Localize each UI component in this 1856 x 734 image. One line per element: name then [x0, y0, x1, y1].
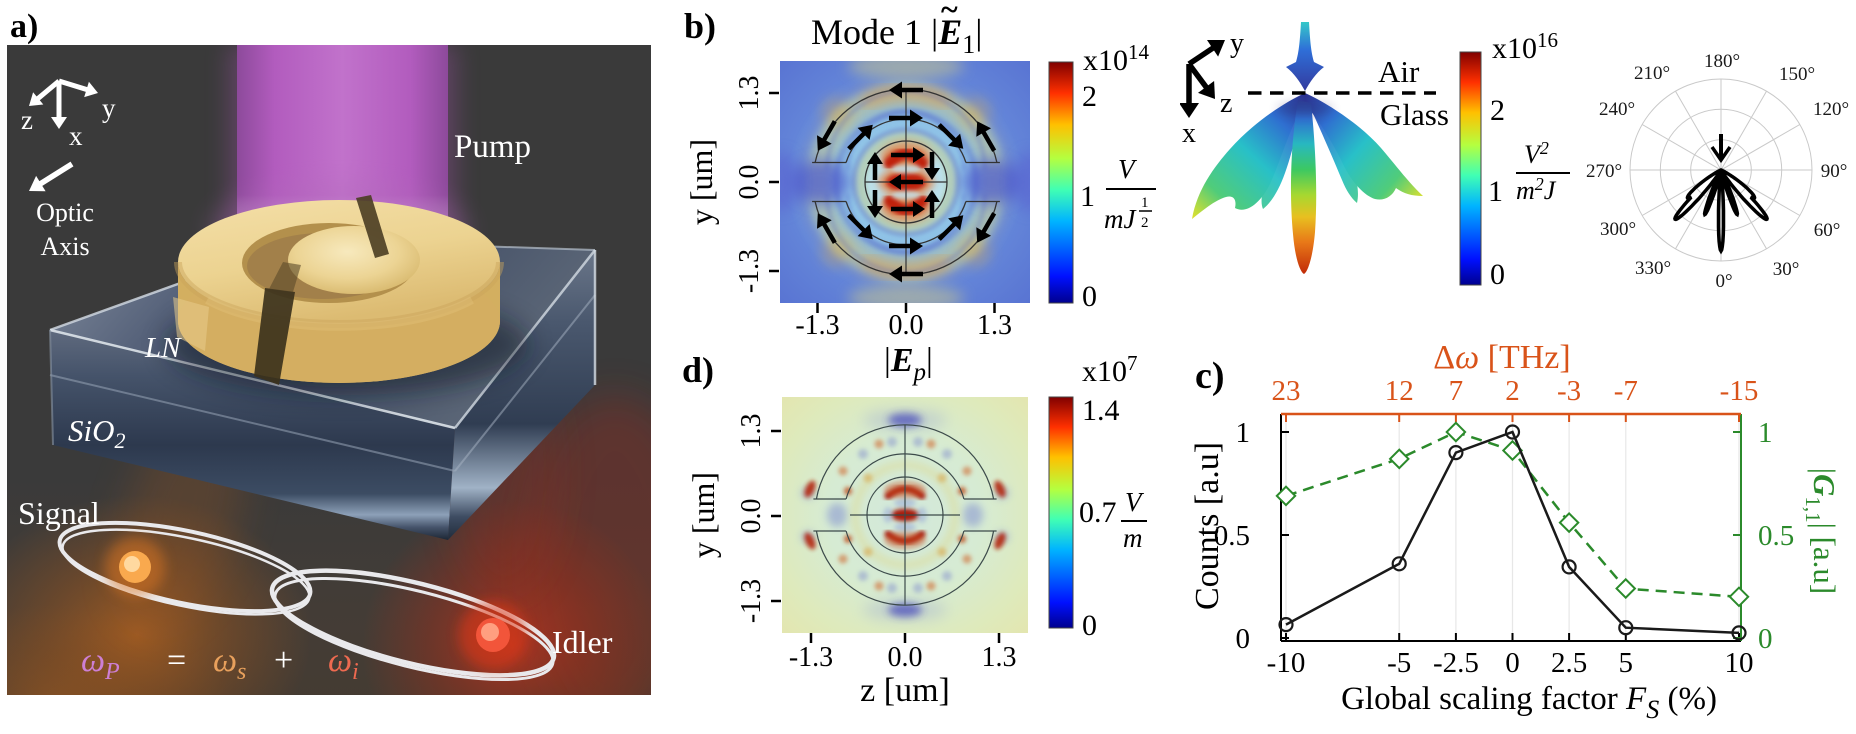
svg-text:0.7: 0.7 — [1079, 496, 1117, 529]
svg-text:0: 0 — [1082, 280, 1097, 313]
svg-text:d): d) — [682, 350, 714, 390]
svg-text:2: 2 — [1082, 80, 1097, 113]
svg-text:180°: 180° — [1704, 51, 1740, 72]
svg-text:23: 23 — [1272, 375, 1301, 407]
svg-text:1: 1 — [1141, 195, 1149, 211]
svg-text:b): b) — [684, 6, 716, 46]
svg-text:1.3: 1.3 — [982, 642, 1017, 673]
svg-text:1.3: 1.3 — [736, 414, 767, 449]
svg-text:Global scaling factor FS (%): Global scaling factor FS (%) — [1341, 681, 1717, 724]
svg-text:1.3: 1.3 — [977, 310, 1012, 341]
svg-text:5: 5 — [1619, 647, 1634, 679]
svg-text:=: = — [167, 642, 186, 679]
svg-text:-5: -5 — [1387, 647, 1411, 679]
svg-text:+: + — [274, 642, 293, 679]
svg-text:Axis: Axis — [40, 232, 89, 261]
svg-text:m: m — [1123, 523, 1143, 553]
svg-text:z: z — [1220, 88, 1232, 119]
svg-text:1: 1 — [1080, 180, 1095, 213]
svg-text:0: 0 — [1758, 623, 1773, 655]
svg-text:-10: -10 — [1267, 647, 1306, 679]
svg-text:2: 2 — [1490, 94, 1505, 127]
svg-text:Mode 1 |E1|: Mode 1 |E1| — [811, 12, 982, 59]
svg-text:300°: 300° — [1600, 219, 1636, 240]
svg-text:0.5: 0.5 — [1758, 520, 1794, 552]
svg-text:x: x — [69, 121, 83, 151]
svg-text:-1.3: -1.3 — [736, 579, 767, 623]
svg-text:0: 0 — [1505, 647, 1520, 679]
svg-text:10: 10 — [1725, 647, 1754, 679]
svg-text:x1014: x1014 — [1083, 40, 1150, 77]
svg-text:0.0: 0.0 — [736, 499, 767, 534]
svg-text:60°: 60° — [1814, 220, 1841, 241]
svg-text:-15: -15 — [1720, 375, 1759, 407]
svg-text:2: 2 — [1141, 215, 1149, 231]
svg-text:y [um]: y [um] — [683, 139, 719, 225]
svg-text:0: 0 — [1082, 609, 1097, 642]
svg-text:Pump: Pump — [454, 129, 531, 165]
svg-text:V: V — [1118, 154, 1138, 184]
svg-text:2.5: 2.5 — [1551, 647, 1587, 679]
svg-text:1: 1 — [1758, 417, 1773, 449]
svg-text:2: 2 — [1505, 375, 1520, 407]
svg-text:-2.5: -2.5 — [1433, 647, 1479, 679]
svg-text:~: ~ — [941, 0, 958, 27]
svg-text:90°: 90° — [1821, 161, 1848, 182]
svg-text:330°: 330° — [1635, 258, 1671, 279]
svg-text:y [um]: y [um] — [685, 472, 721, 558]
svg-text:0: 0 — [1490, 258, 1505, 291]
svg-text:Counts [a.u]: Counts [a.u] — [1189, 442, 1226, 610]
svg-text:|G1,1| [a.u]: |G1,1| [a.u] — [1801, 468, 1842, 594]
svg-text:Idler: Idler — [552, 624, 613, 660]
svg-text:x107: x107 — [1082, 351, 1138, 388]
svg-text:1: 1 — [1488, 175, 1503, 208]
svg-text:Optic: Optic — [36, 198, 94, 227]
svg-text:Glass: Glass — [1380, 97, 1449, 132]
svg-text:-1.3: -1.3 — [789, 642, 833, 673]
svg-text:V2: V2 — [1524, 138, 1549, 169]
svg-text:0.0: 0.0 — [734, 165, 765, 200]
svg-text:1: 1 — [1236, 417, 1251, 449]
svg-text:210°: 210° — [1634, 63, 1670, 84]
svg-text:|Ep|: |Ep| — [884, 345, 933, 386]
svg-text:-1.3: -1.3 — [795, 310, 839, 341]
svg-text:c): c) — [1195, 355, 1225, 397]
svg-text:270°: 270° — [1586, 161, 1622, 182]
svg-text:Air: Air — [1378, 54, 1420, 89]
svg-text:120°: 120° — [1813, 99, 1849, 120]
svg-text:z: z — [21, 105, 33, 135]
svg-text:30°: 30° — [1773, 259, 1800, 280]
svg-text:y: y — [1230, 28, 1244, 59]
svg-text:7: 7 — [1449, 375, 1464, 407]
svg-text:-1.3: -1.3 — [734, 249, 765, 293]
svg-text:y: y — [102, 93, 116, 123]
svg-text:x1016: x1016 — [1492, 28, 1558, 65]
svg-text:-3: -3 — [1557, 375, 1581, 407]
svg-text:0.0: 0.0 — [888, 642, 923, 673]
svg-text:0: 0 — [1236, 623, 1251, 655]
svg-text:150°: 150° — [1779, 64, 1815, 85]
svg-text:V: V — [1125, 487, 1145, 517]
svg-text:m2J: m2J — [1516, 174, 1557, 205]
svg-text:Δω [THz]: Δω [THz] — [1433, 339, 1570, 376]
svg-text:0.5: 0.5 — [1214, 520, 1250, 552]
svg-text:Signal: Signal — [18, 495, 100, 531]
svg-text:LN: LN — [144, 332, 182, 364]
svg-text:240°: 240° — [1599, 99, 1635, 120]
svg-text:1.3: 1.3 — [734, 76, 765, 111]
svg-text:x: x — [1182, 118, 1196, 149]
svg-text:0.0: 0.0 — [889, 310, 924, 341]
svg-text:0°: 0° — [1715, 271, 1732, 292]
svg-text:mJ: mJ — [1104, 204, 1137, 234]
svg-text:z [um]: z [um] — [860, 672, 950, 709]
svg-text:-7: -7 — [1614, 375, 1638, 407]
svg-text:12: 12 — [1385, 375, 1414, 407]
svg-text:1.4: 1.4 — [1082, 394, 1120, 427]
